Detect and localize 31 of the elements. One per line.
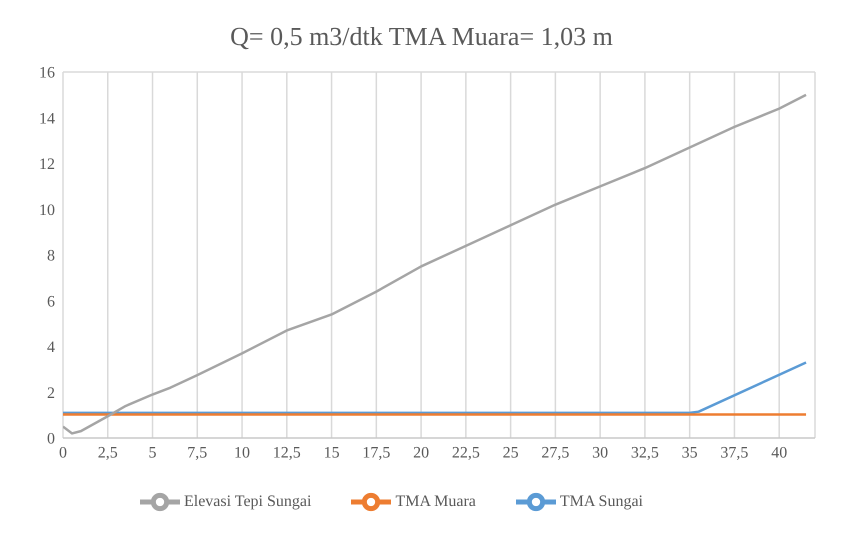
- x-tick-label: 5: [148, 444, 157, 462]
- x-tick-label: 17,5: [362, 444, 390, 462]
- legend-label: Elevasi Tepi Sungai: [184, 492, 312, 510]
- y-tick-label: 8: [47, 248, 55, 265]
- x-tick-label: 0: [59, 444, 67, 462]
- x-tick-label: 10: [234, 444, 250, 462]
- x-tick-label: 20: [413, 444, 430, 462]
- x-tick-label: 27,5: [541, 444, 570, 462]
- x-tick-label: 12,5: [272, 444, 301, 462]
- y-tick-label: 10: [39, 202, 55, 219]
- y-tick-label: 0: [47, 430, 55, 448]
- x-tick-label: 40: [771, 444, 788, 462]
- x-tick-label: 15: [324, 444, 340, 462]
- x-tick-label: 2,5: [98, 444, 118, 462]
- x-tick-label: 32,5: [630, 444, 659, 462]
- x-tick-label: 37,5: [720, 444, 748, 462]
- y-tick-label: 4: [47, 339, 55, 356]
- x-tick-label: 7,5: [187, 444, 208, 462]
- line-series: [63, 94, 808, 435]
- y-tick-label: 16: [39, 64, 55, 82]
- x-tick-label: 30: [592, 444, 608, 462]
- y-tick-label: 14: [39, 110, 55, 128]
- y-tick-label: 2: [47, 384, 55, 402]
- legend-label: TMA Sungai: [560, 492, 643, 510]
- chart-title: Q= 0,5 m3/dtk TMA Muara= 1,03 m: [229, 21, 614, 53]
- x-tick-label: 35: [682, 444, 698, 462]
- y-tick-label: 12: [39, 156, 55, 174]
- legend-label: TMA Muara: [395, 492, 476, 510]
- x-tick-label: 25: [502, 444, 519, 462]
- y-tick-label: 6: [47, 293, 55, 310]
- x-tick-label: 22,5: [452, 444, 480, 462]
